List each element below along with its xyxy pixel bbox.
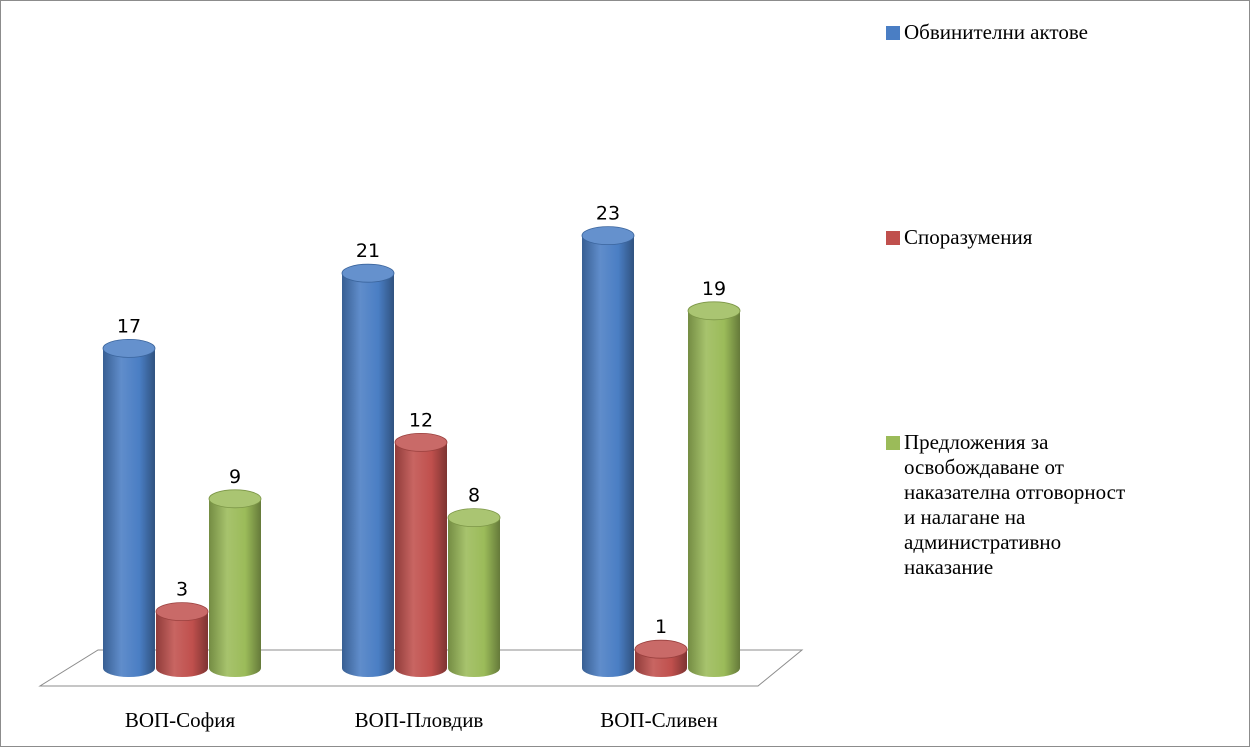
legend-swatch-indictments <box>886 26 900 40</box>
data-label-agreements-0: 3 <box>176 579 188 601</box>
bar-proposals-2 <box>688 310 740 677</box>
bar-agreements-1 <box>395 442 447 677</box>
bar-proposals-1 <box>448 517 500 677</box>
legend-swatch-agreements <box>886 231 900 245</box>
data-label-indictments-1: 21 <box>356 240 380 262</box>
data-label-agreements-1: 12 <box>409 409 433 431</box>
data-label-proposals-0: 9 <box>229 466 241 488</box>
legend-swatch-proposals <box>886 436 900 450</box>
bar-cap-proposals-2 <box>687 301 741 321</box>
bar-cap-agreements-1 <box>394 432 448 452</box>
data-label-proposals-1: 8 <box>468 485 480 507</box>
bar-cap-indictments-0 <box>102 338 156 358</box>
bar-indictments-2 <box>582 235 634 677</box>
category-label-2: ВОП-Сливен <box>600 708 717 732</box>
legend-label-agreements: Споразумения <box>904 225 1033 249</box>
bar-cap-indictments-2 <box>581 226 635 246</box>
data-label-proposals-2: 19 <box>702 278 726 300</box>
bar-agreements-0 <box>156 611 208 677</box>
legend-label-indictments: Обвинителни актове <box>904 20 1088 44</box>
bar-cap-indictments-1 <box>341 263 395 283</box>
category-label-0: ВОП-София <box>125 708 236 732</box>
chart-floor <box>38 649 804 687</box>
bar-proposals-0 <box>209 498 261 677</box>
legend-label-proposals: Предложения за освобождаване от наказате… <box>904 430 1126 579</box>
data-label-indictments-2: 23 <box>596 203 620 225</box>
bar-indictments-0 <box>103 348 155 677</box>
legend-item-proposals: Предложения за освобождаване от наказате… <box>886 430 1129 580</box>
category-label-1: ВОП-Пловдив <box>355 708 484 732</box>
data-label-indictments-0: 17 <box>117 315 141 337</box>
data-label-agreements-2: 1 <box>655 616 667 638</box>
bar-indictments-1 <box>342 273 394 677</box>
bar-cap-agreements-0 <box>155 602 209 621</box>
bar-cap-agreements-2 <box>634 639 688 659</box>
legend-item-agreements: Споразумения <box>886 225 1129 250</box>
bar-cap-proposals-0 <box>208 489 262 509</box>
legend-item-indictments: Обвинителни актове <box>886 20 1129 45</box>
bar-cap-proposals-1 <box>447 508 501 527</box>
